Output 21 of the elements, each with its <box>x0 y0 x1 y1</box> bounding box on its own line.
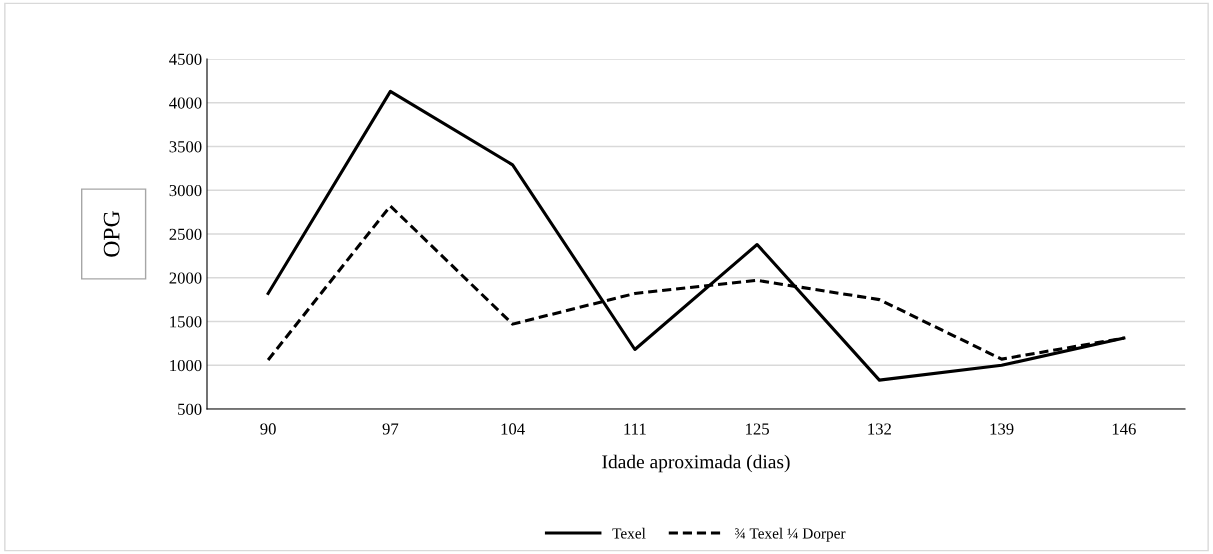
x-tick-label: 97 <box>382 423 399 435</box>
x-tick-label: 90 <box>260 423 276 435</box>
legend-label: ¾ Texel ¼ Dorper <box>735 527 846 542</box>
x-tick-label: 132 <box>868 423 891 435</box>
y-tick-label: 1500 <box>170 316 202 328</box>
x-tick-label: 146 <box>1112 423 1136 435</box>
y-axis-title: OPG <box>103 211 120 257</box>
x-tick-label: 139 <box>990 423 1014 435</box>
y-tick-label: 1000 <box>170 359 202 372</box>
legend-label: Texel <box>612 527 646 539</box>
y-tick-label: 4000 <box>169 97 202 109</box>
y-tick-label: 4500 <box>169 53 202 65</box>
y-tick-label: 3000 <box>169 184 202 197</box>
y-tick-label: 2000 <box>169 272 202 284</box>
x-tick-label: 111 <box>624 423 646 435</box>
y-tick-label: 3500 <box>169 141 202 153</box>
x-axis-title: Idade aproximada (dias) <box>602 454 790 473</box>
x-tick-label: 104 <box>501 423 525 435</box>
y-tick-label: 500 <box>178 403 202 415</box>
x-tick-label: 125 <box>746 423 769 435</box>
y-tick-label: 2500 <box>169 228 202 240</box>
